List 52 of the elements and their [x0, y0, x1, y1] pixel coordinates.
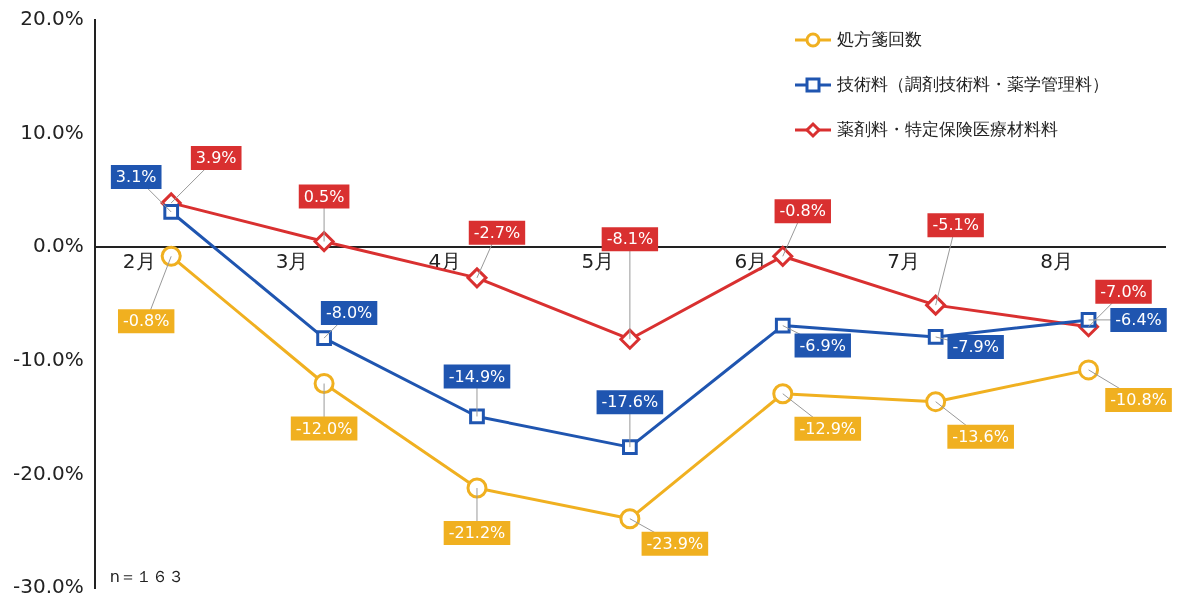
annotation: n＝１６３ [109, 567, 184, 587]
y-tick-label: 10.0% [20, 119, 84, 144]
data-label: 3.1% [115, 167, 157, 187]
data-label: -12.0% [295, 418, 353, 438]
data-label: -14.9% [448, 366, 506, 386]
data-label: -0.8% [122, 311, 170, 331]
data-label: -0.8% [779, 201, 826, 221]
y-tick-label: -20.0% [12, 460, 84, 485]
legend-label: 薬剤料・特定保険医療材料料 [837, 119, 1058, 140]
data-label: -8.1% [606, 229, 654, 249]
point [160, 245, 182, 267]
point [925, 391, 947, 413]
point [619, 508, 641, 530]
point [313, 373, 335, 395]
data-label: -23.9% [646, 533, 704, 553]
data-label: -12.9% [799, 418, 857, 438]
y-tick-label: 0.0% [32, 233, 84, 258]
data-label: -13.6% [952, 426, 1009, 446]
point [1078, 359, 1100, 381]
data-label: 0.5% [303, 186, 345, 206]
point [772, 245, 794, 267]
data-label: -8.0% [325, 303, 373, 323]
data-label: -17.6% [601, 392, 659, 412]
y-tick-label: -30.0% [12, 574, 84, 599]
data-label: -10.8% [1110, 390, 1167, 410]
x-tick-label: 2月 [122, 249, 156, 274]
data-label: -21.2% [448, 523, 506, 543]
point [622, 439, 638, 455]
y-tick-label: -10.0% [12, 347, 84, 371]
point [925, 294, 947, 316]
data-label: -5.1% [932, 215, 979, 235]
data-label: -2.7% [473, 223, 521, 243]
x-tick-label: 4月 [428, 249, 462, 274]
point [316, 330, 332, 346]
x-tick-label: 8月 [1040, 249, 1073, 274]
x-tick-label: 3月 [275, 249, 309, 274]
data-label: -7.9% [952, 337, 999, 357]
data-label: -6.4% [1115, 310, 1162, 330]
point [163, 204, 180, 220]
data-label: 3.9% [195, 148, 237, 168]
y-tick-label: 20.0% [20, 6, 84, 31]
point [466, 477, 488, 499]
x-tick-label: 5月 [581, 249, 615, 274]
point [772, 383, 794, 405]
data-label: -7.0% [1100, 281, 1147, 301]
point [774, 317, 791, 334]
legend-label: 処方箋回数 [837, 29, 922, 50]
legend-label: 技術料（調剤技術料・薬学管理料） [836, 74, 1109, 95]
point [927, 329, 944, 345]
point [466, 267, 488, 289]
x-tick-label: 7月 [887, 249, 921, 274]
data-label: -6.9% [799, 335, 846, 355]
